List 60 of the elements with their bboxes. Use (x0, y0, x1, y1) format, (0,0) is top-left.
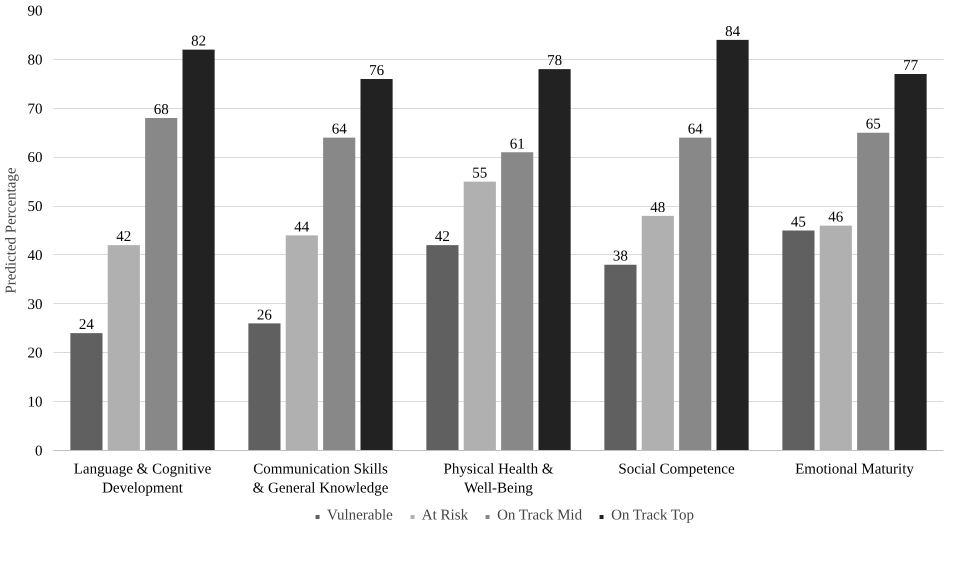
data-label: 42 (116, 229, 132, 246)
data-label: 44 (294, 219, 310, 236)
y-tick-label: 80 (28, 52, 42, 68)
data-label: 46 (828, 210, 844, 226)
data-label: 65 (866, 116, 881, 133)
bar (501, 152, 534, 450)
bar (642, 216, 674, 450)
y-tick-label: 20 (28, 346, 42, 362)
data-label: 42 (434, 229, 450, 246)
data-label: 26 (256, 307, 272, 324)
bar (782, 230, 815, 450)
x-tick-label: Physical Health & Well-Being (444, 462, 554, 497)
x-tick-label: Social Competence (618, 462, 735, 478)
x-tick-label: Emotional Maturity (795, 462, 914, 478)
y-tick-label: 0 (35, 444, 42, 460)
bar (286, 235, 318, 450)
y-tick-label: 40 (28, 248, 42, 264)
bar (464, 182, 496, 450)
bar (108, 245, 140, 450)
data-label: 24 (78, 317, 94, 334)
data-label: 61 (510, 136, 525, 152)
bar (248, 323, 281, 450)
bar (70, 333, 103, 450)
bar (894, 74, 927, 450)
bar (820, 226, 852, 450)
bar (182, 50, 215, 450)
legend-label: On Track Top (611, 508, 694, 524)
data-label: 45 (790, 214, 806, 230)
data-label: 76 (369, 62, 385, 79)
data-label: 68 (154, 102, 169, 118)
y-tick-label: 60 (28, 150, 42, 166)
bar (538, 69, 571, 450)
data-label: 82 (191, 34, 206, 50)
bar (604, 264, 637, 450)
data-label: 55 (472, 166, 488, 182)
y-tick-label: 90 (28, 4, 42, 20)
bar (426, 245, 459, 450)
bar (360, 78, 393, 450)
data-label: 78 (547, 53, 562, 70)
x-tick-label: Communication Skills & General Knowledge (252, 462, 389, 497)
y-tick-label: 30 (28, 296, 42, 313)
y-tick-label: 50 (28, 199, 42, 216)
bar (323, 138, 356, 450)
data-label: 64 (688, 122, 704, 138)
legend-label: At Risk (422, 508, 468, 524)
y-tick-label: 70 (28, 101, 42, 118)
x-tick-label: Language & Cognitive Development (74, 462, 212, 497)
bar (716, 40, 749, 450)
legend-label: Vulnerable (327, 508, 393, 524)
bar (857, 132, 890, 450)
data-label: 77 (903, 58, 919, 74)
data-label: 64 (332, 122, 348, 138)
legend-label: On Track Mid (497, 508, 582, 524)
y-axis-title: Predicted Percentage (4, 167, 20, 294)
bar (679, 138, 712, 450)
data-label: 38 (612, 248, 628, 265)
data-label: 48 (650, 200, 666, 216)
bar (145, 118, 178, 450)
data-label: 84 (725, 24, 741, 40)
y-tick-label: 10 (28, 394, 42, 411)
